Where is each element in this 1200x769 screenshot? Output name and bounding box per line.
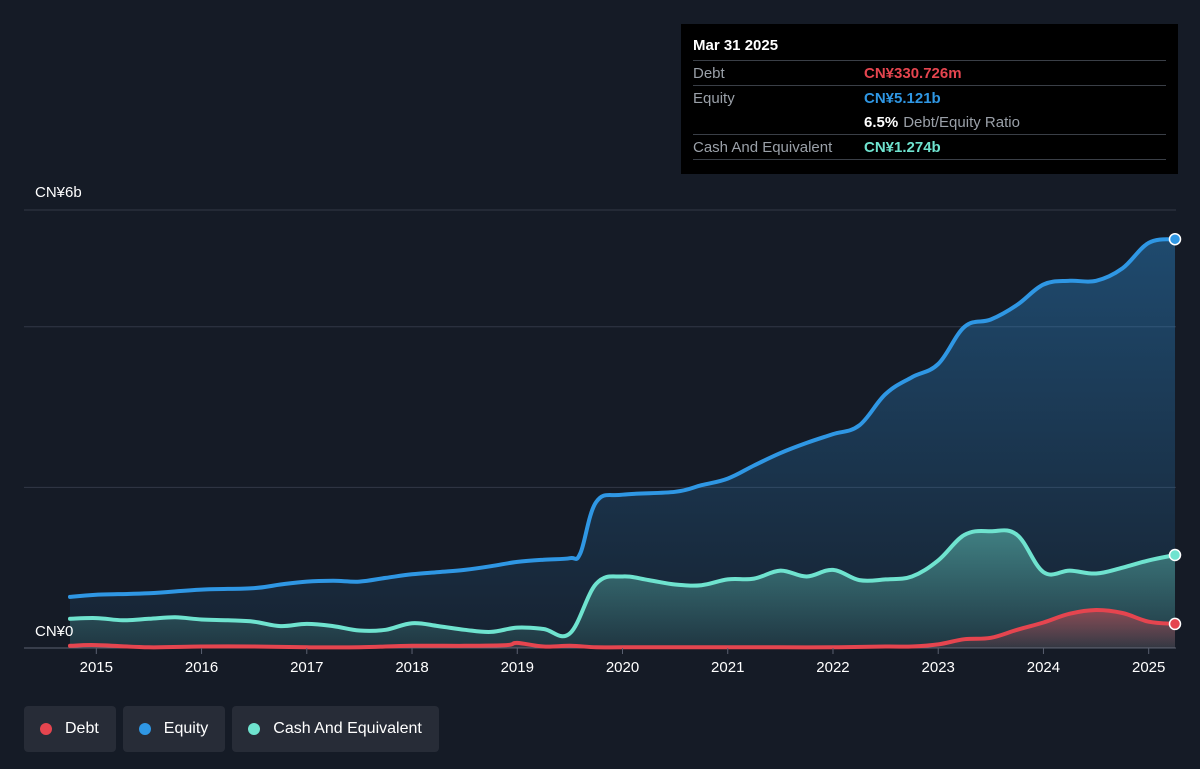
legend-dot-icon	[248, 723, 261, 735]
tooltip-row-ratio: 6.5% Debt/Equity Ratio	[693, 110, 1166, 134]
tooltip-row-debt: Debt CN¥330.726m	[693, 60, 1166, 85]
x-tick-label: 2025	[1132, 659, 1165, 676]
x-axis-ticks: 2015 2016 2017 2018 2019 2020 2021 2022 2023 2024…	[80, 648, 1165, 676]
tooltip-date: Mar 31 2025	[693, 37, 779, 54]
tooltip-row-equity: Equity CN¥5.121b	[693, 85, 1166, 110]
debt-end-point	[1168, 617, 1182, 631]
tooltip-ratio-value: 6.5%	[864, 113, 899, 131]
tooltip-debt-label: Debt	[693, 64, 725, 82]
tooltip-row-cash: Cash And Equivalent CN¥1.274b	[693, 134, 1166, 160]
legend-label-debt: Debt	[65, 720, 99, 737]
legend-dot-icon	[40, 723, 52, 735]
x-tick-label: 2019	[501, 659, 534, 676]
legend-dot-icon	[138, 723, 151, 735]
legend-label-cash: Cash And Equivalent	[273, 720, 422, 737]
x-tick-label: 2018	[395, 659, 428, 676]
x-tick-label: 2021	[711, 659, 744, 676]
legend-label-equity: Equity	[163, 720, 209, 737]
legend-item-equity[interactable]: Equity	[122, 706, 226, 752]
series-end-markers	[1168, 232, 1182, 631]
tooltip-cash-label: Cash And Equivalent	[693, 138, 833, 156]
tooltip-equity-label: Equity	[693, 89, 735, 107]
cash-and-equivalent-area	[70, 530, 1175, 648]
tooltip-cash-value: CN¥1.274b	[864, 138, 941, 156]
x-tick-label: 2015	[80, 659, 113, 676]
legend: Debt Equity Cash And Equivalent	[24, 706, 439, 752]
x-tick-label: 2020	[606, 659, 639, 676]
x-tick-label: 2024	[1027, 659, 1060, 676]
x-tick-label: 2016	[185, 659, 218, 676]
debt-line	[68, 607, 1177, 650]
tooltip-ratio-label: Debt/Equity Ratio	[903, 113, 1020, 131]
cash-and-equivalent-line	[68, 528, 1177, 639]
tooltip-debt-value: CN¥330.726m	[864, 64, 962, 82]
series-areas	[70, 239, 1175, 648]
cash-and-equivalent-end-point	[1168, 548, 1182, 562]
equity-area	[70, 239, 1175, 648]
tooltip-equity-value: CN¥5.121b	[864, 89, 941, 107]
y-axis-top-label: CN¥6b	[35, 184, 82, 201]
tooltip-panel: Mar 31 2025 Debt CN¥330.726m Equity CN¥5…	[681, 24, 1178, 174]
legend-item-debt[interactable]: Debt	[24, 706, 116, 752]
equity-end-point	[1168, 232, 1182, 246]
y-axis-bottom-label: CN¥0	[35, 623, 73, 640]
series-lines	[68, 237, 1177, 650]
legend-item-cash[interactable]: Cash And Equivalent	[232, 706, 439, 752]
equity-line	[68, 237, 1177, 599]
x-tick-label: 2023	[922, 659, 955, 676]
x-tick-label: 2022	[816, 659, 849, 676]
debt-area	[70, 609, 1175, 648]
x-tick-label: 2017	[290, 659, 323, 676]
